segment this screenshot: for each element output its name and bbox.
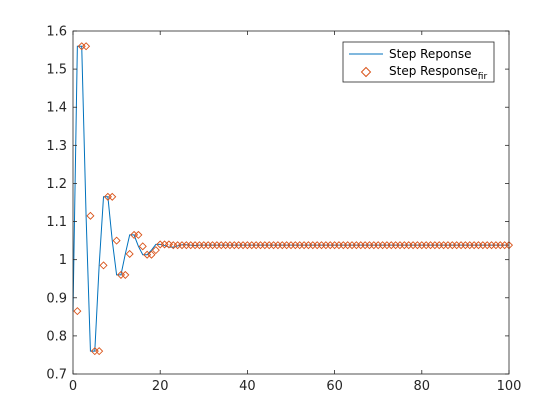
data-point-fir <box>121 270 130 279</box>
y-tick-label: 1.1 <box>46 215 67 230</box>
axes-layer <box>72 30 510 375</box>
data-point-fir <box>108 192 117 201</box>
data-point-fir <box>73 307 82 316</box>
data-point-fir <box>134 230 143 239</box>
y-tick-label: 1.5 <box>46 63 67 78</box>
y-tick-label: 1 <box>59 253 67 268</box>
x-tick-label: 80 <box>414 379 431 394</box>
tick-layer: 0 20 40 60 80 100 0.7 0.8 0.9 1 1.1 1.2 1.3 1.4 1.5 1.6 <box>46 25 521 395</box>
series-layer <box>72 42 514 356</box>
legend-box <box>342 41 495 83</box>
data-point-fir <box>151 246 160 255</box>
y-tick-label: 1.4 <box>46 101 67 116</box>
x-tick-label: 20 <box>152 379 169 394</box>
legend-label-main: Step Response <box>389 64 478 78</box>
y-tick-label: 1.2 <box>46 177 67 192</box>
legend: Step Reponse Step Responsefir <box>342 41 495 83</box>
legend-label-step-reponse: Step Reponse <box>389 47 472 61</box>
y-tick-label: 1.3 <box>46 139 67 154</box>
legend-label-subscript: fir <box>478 72 488 82</box>
axes-box <box>72 30 510 375</box>
data-point-fir <box>95 347 104 356</box>
data-point-fir <box>99 261 108 270</box>
data-point-fir <box>125 249 134 258</box>
y-tick-label: 0.7 <box>46 368 67 383</box>
y-tick-label: 1.6 <box>46 25 67 40</box>
data-point-fir <box>82 42 91 51</box>
x-tick-label: 40 <box>239 379 256 394</box>
x-tick-label: 100 <box>497 379 522 394</box>
data-point-fir <box>112 236 121 245</box>
y-tick-label: 0.8 <box>46 329 67 344</box>
legend-diamond-swatch <box>360 66 372 78</box>
x-tick-label: 0 <box>69 379 77 394</box>
data-point-fir <box>138 242 147 251</box>
plot-background <box>73 31 509 374</box>
data-point-fir <box>147 250 156 259</box>
data-point-fir <box>86 211 95 220</box>
legend-label-step-response-fir: Step Responsefir <box>389 64 487 82</box>
y-tick-label: 0.9 <box>46 291 67 306</box>
x-tick-label: 60 <box>326 379 343 394</box>
